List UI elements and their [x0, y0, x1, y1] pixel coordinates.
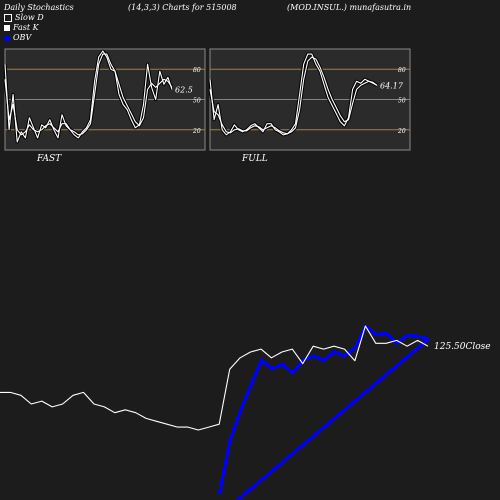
obv-line — [217, 324, 430, 500]
legend-item-obv: OBV — [4, 33, 44, 43]
obv-marker-icon — [4, 35, 10, 41]
full-tick-label-50: 50 — [398, 98, 406, 105]
close-price-line — [0, 325, 429, 431]
legend: Slow D Fast K OBV — [4, 13, 44, 43]
full-tick-label-80: 80 — [398, 67, 406, 74]
fast-k-marker-icon — [4, 25, 10, 31]
legend-item-slow-d: Slow D — [4, 13, 44, 23]
fast-last-value-label: 62.5 — [175, 85, 193, 94]
fast-tick-label-20: 20 — [192, 128, 201, 135]
slow-d-marker-icon — [4, 14, 12, 22]
close-last-value-label: 125.50Close — [434, 342, 491, 352]
chart-params: (14,3,3) Charts for 515008 — [128, 3, 237, 12]
legend-label-slow-d: Slow D — [15, 13, 44, 22]
fast-series-fast-k — [4, 50, 173, 143]
full-panel-title: FULL — [241, 154, 268, 164]
full-series-slow-d — [209, 56, 378, 135]
chart-title: Daily Stochastics — [4, 3, 74, 12]
fast-series-slow-d — [4, 53, 173, 136]
legend-label-fast-k: Fast K — [13, 23, 39, 32]
full-last-value-label: 64.17 — [380, 81, 404, 90]
chart-symbol: (MOD.INSUL.) munafasutra.in — [287, 3, 412, 12]
legend-label-obv: OBV — [13, 33, 32, 42]
fast-tick-label-50: 50 — [193, 98, 201, 105]
legend-item-fast-k: Fast K — [4, 23, 44, 33]
fast-tick-label-80: 80 — [193, 67, 201, 74]
fast-panel-title: FAST — [36, 154, 62, 164]
full-tick-label-20: 20 — [397, 128, 406, 135]
